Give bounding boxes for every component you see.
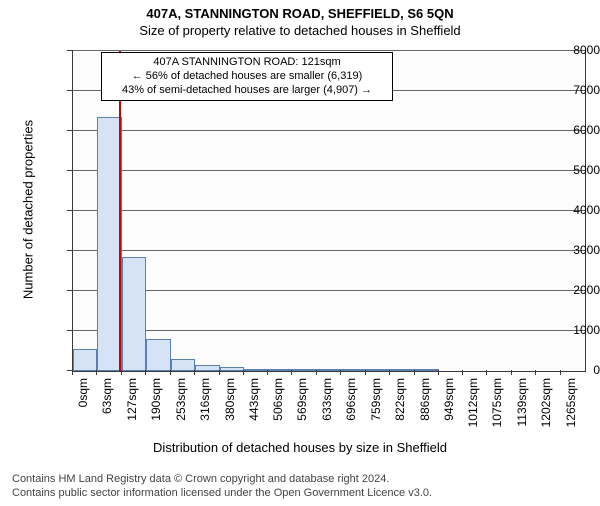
- y-tick-mark: [67, 50, 72, 51]
- callout-line-2: ← 56% of detached houses are smaller (6,…: [108, 70, 386, 84]
- y-tick-label: 3000: [538, 243, 600, 257]
- y-tick-label: 0: [538, 363, 600, 377]
- x-tick-label: 443sqm: [247, 378, 261, 478]
- x-tick-label: 380sqm: [223, 378, 237, 478]
- x-tick-mark: [462, 370, 463, 375]
- x-tick-label: 696sqm: [344, 378, 358, 478]
- x-tick-mark: [438, 370, 439, 375]
- histogram-bar: [244, 369, 268, 371]
- histogram-bar: [366, 369, 390, 371]
- x-tick-mark: [267, 370, 268, 375]
- x-tick-label: 1139sqm: [515, 378, 529, 478]
- y-tick-label: 2000: [538, 283, 600, 297]
- y-tick-label: 5000: [538, 163, 600, 177]
- gridline: [73, 210, 585, 211]
- histogram-bar: [195, 365, 220, 371]
- y-tick-label: 4000: [538, 203, 600, 217]
- x-tick-label: 949sqm: [442, 378, 456, 478]
- x-tick-label: 1012sqm: [466, 378, 480, 478]
- x-tick-mark: [121, 370, 122, 375]
- x-tick-mark: [340, 370, 341, 375]
- histogram-bar: [317, 369, 341, 371]
- histogram-bar: [220, 367, 244, 371]
- chart-title-1: 407A, STANNINGTON ROAD, SHEFFIELD, S6 5Q…: [0, 6, 600, 21]
- x-tick-mark: [486, 370, 487, 375]
- histogram-bar: [390, 369, 415, 371]
- footer-line-1: Contains HM Land Registry data © Crown c…: [12, 472, 432, 486]
- x-tick-label: 886sqm: [418, 378, 432, 478]
- gridline: [73, 290, 585, 291]
- y-tick-label: 6000: [538, 123, 600, 137]
- chart-title-2: Size of property relative to detached ho…: [0, 23, 600, 38]
- x-tick-mark: [72, 370, 73, 375]
- callout-box: 407A STANNINGTON ROAD: 121sqm ← 56% of d…: [101, 52, 393, 101]
- x-tick-label: 1075sqm: [490, 378, 504, 478]
- chart-container: 407A, STANNINGTON ROAD, SHEFFIELD, S6 5Q…: [0, 6, 600, 506]
- y-axis-label: Number of detached properties: [21, 100, 36, 320]
- y-tick-mark: [67, 210, 72, 211]
- x-tick-label: 127sqm: [125, 378, 139, 478]
- x-tick-mark: [414, 370, 415, 375]
- x-tick-label: 1202sqm: [539, 378, 553, 478]
- x-tick-mark: [291, 370, 292, 375]
- y-tick-label: 7000: [538, 83, 600, 97]
- x-tick-mark: [365, 370, 366, 375]
- x-tick-label: 822sqm: [393, 378, 407, 478]
- histogram-bar: [73, 349, 97, 371]
- histogram-bar: [122, 257, 146, 371]
- x-tick-label: 316sqm: [198, 378, 212, 478]
- y-tick-mark: [67, 170, 72, 171]
- x-tick-label: 569sqm: [295, 378, 309, 478]
- gridline: [73, 330, 585, 331]
- x-tick-mark: [170, 370, 171, 375]
- gridline: [73, 50, 585, 51]
- y-tick-mark: [67, 290, 72, 291]
- histogram-bar: [415, 369, 439, 371]
- histogram-bar: [171, 359, 195, 371]
- y-tick-mark: [67, 130, 72, 131]
- y-tick-label: 8000: [538, 43, 600, 57]
- x-tick-mark: [389, 370, 390, 375]
- histogram-bar: [341, 369, 365, 371]
- callout-line-3: 43% of semi-detached houses are larger (…: [108, 84, 386, 98]
- histogram-bar: [292, 369, 317, 371]
- callout-line-1: 407A STANNINGTON ROAD: 121sqm: [108, 56, 386, 70]
- x-tick-label: 633sqm: [320, 378, 334, 478]
- x-tick-mark: [535, 370, 536, 375]
- x-tick-label: 506sqm: [271, 378, 285, 478]
- x-tick-mark: [96, 370, 97, 375]
- footer-attribution: Contains HM Land Registry data © Crown c…: [12, 472, 432, 501]
- x-tick-label: 63sqm: [100, 378, 114, 478]
- x-tick-label: 253sqm: [174, 378, 188, 478]
- x-tick-mark: [145, 370, 146, 375]
- x-tick-label: 759sqm: [369, 378, 383, 478]
- x-tick-mark: [243, 370, 244, 375]
- footer-line-2: Contains public sector information licen…: [12, 486, 432, 500]
- y-tick-mark: [67, 330, 72, 331]
- gridline: [73, 130, 585, 131]
- x-tick-mark: [194, 370, 195, 375]
- y-tick-label: 1000: [538, 323, 600, 337]
- gridline: [73, 250, 585, 251]
- x-tick-mark: [511, 370, 512, 375]
- x-tick-label: 1265sqm: [564, 378, 578, 478]
- histogram-bar: [268, 369, 292, 371]
- gridline: [73, 170, 585, 171]
- y-tick-mark: [67, 250, 72, 251]
- x-tick-label: 190sqm: [149, 378, 163, 478]
- histogram-bar: [146, 339, 170, 371]
- x-tick-label: 0sqm: [76, 378, 90, 478]
- x-tick-mark: [219, 370, 220, 375]
- x-tick-mark: [560, 370, 561, 375]
- x-tick-mark: [316, 370, 317, 375]
- y-tick-mark: [67, 90, 72, 91]
